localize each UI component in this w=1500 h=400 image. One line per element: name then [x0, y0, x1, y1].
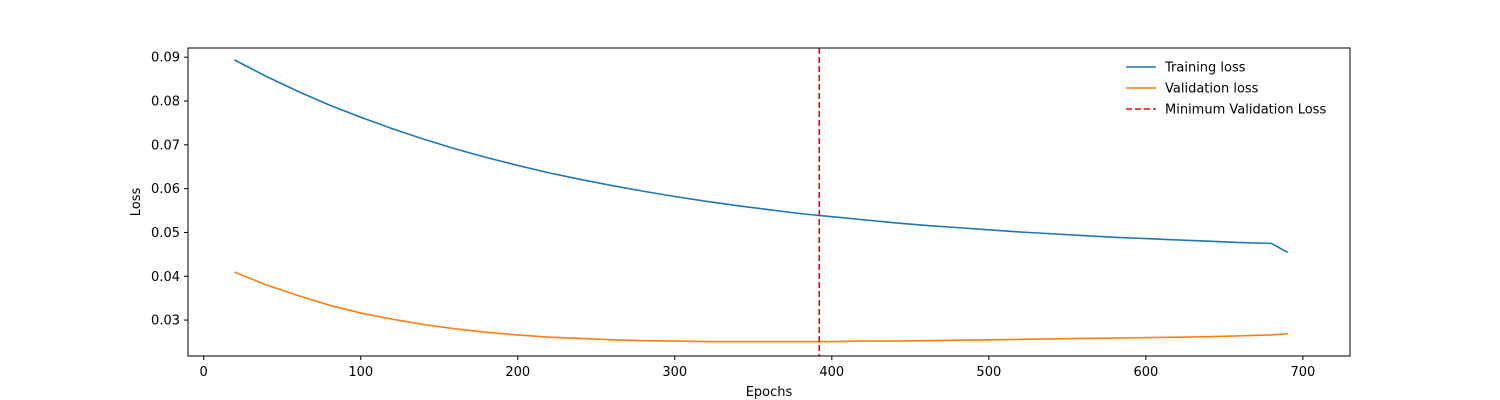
y-tick-label: 0.08	[151, 95, 180, 110]
x-tick-label: 700	[1290, 365, 1315, 380]
x-tick-label: 100	[348, 365, 373, 380]
y-tick-label: 0.09	[151, 51, 180, 66]
y-tick-label: 0.04	[151, 270, 180, 285]
x-axis-ticks: 0 100 200 300 400 500 600 700	[200, 356, 1315, 380]
legend: Training loss Validation loss Minimum Vali…	[1126, 61, 1326, 118]
y-tick-label: 0.05	[151, 226, 180, 241]
legend-label-validation-loss: Validation loss	[1165, 82, 1259, 97]
x-tick-label: 400	[819, 365, 844, 380]
legend-label-training-loss: Training loss	[1164, 61, 1246, 76]
series-layer	[234, 59, 1288, 343]
y-axis-label: Loss	[129, 188, 144, 217]
x-tick-label: 300	[662, 365, 687, 380]
x-tick-label: 600	[1133, 365, 1158, 380]
series-line-validation-loss	[234, 271, 1288, 343]
series-line-training-loss	[234, 59, 1288, 253]
legend-label-minimum-validation-loss: Minimum Validation Loss	[1165, 103, 1326, 118]
plot-frame	[187, 47, 1351, 357]
y-tick-label: 0.07	[151, 138, 180, 153]
y-tick-label: 0.06	[151, 182, 180, 197]
x-tick-label: 200	[505, 365, 530, 380]
y-axis-ticks: 0.03 0.04 0.05 0.06 0.07 0.08 0.09	[151, 51, 188, 329]
x-tick-label: 0	[200, 365, 208, 380]
plot-area	[188, 48, 1350, 356]
x-axis-label: Epochs	[746, 385, 793, 400]
x-tick-label: 500	[976, 365, 1001, 380]
y-tick-label: 0.03	[151, 314, 180, 329]
